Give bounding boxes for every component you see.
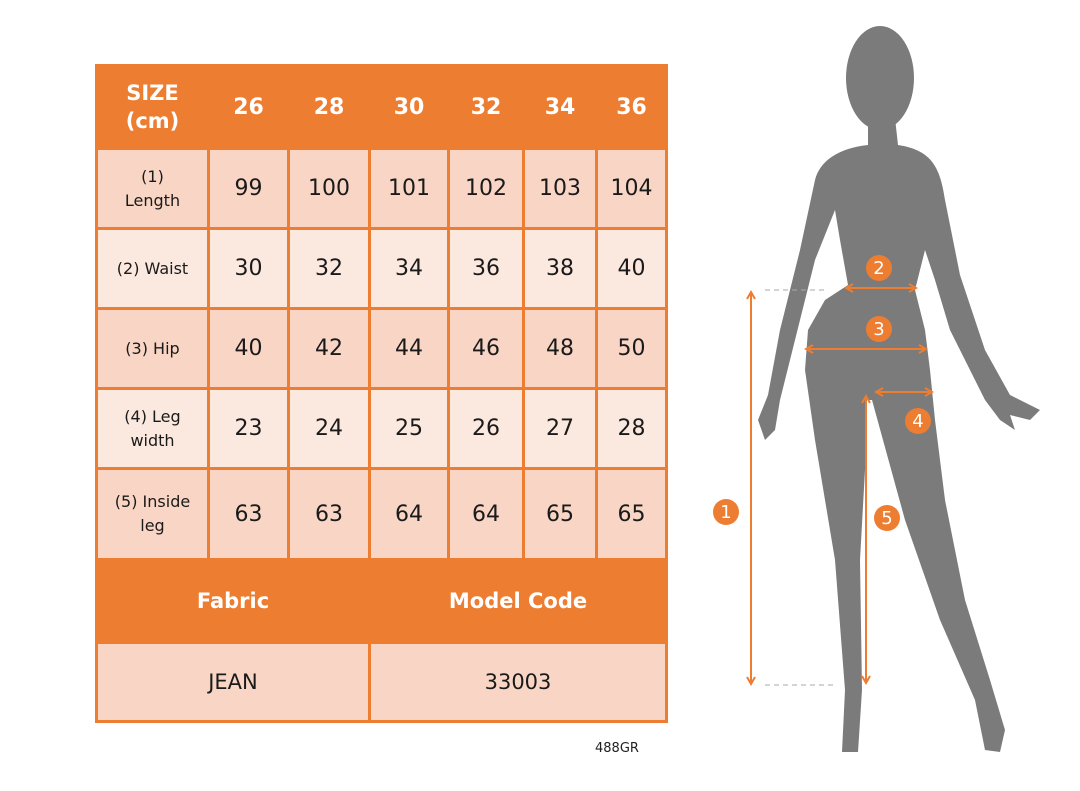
cell: 63 bbox=[207, 467, 290, 561]
cell: 63 bbox=[287, 467, 371, 561]
cell: 99 bbox=[207, 147, 290, 230]
cell: 64 bbox=[447, 467, 525, 561]
size-30: 30 bbox=[368, 64, 450, 150]
model-code-value: 33003 bbox=[368, 641, 668, 723]
size-34: 34 bbox=[522, 64, 598, 150]
cell: 65 bbox=[595, 467, 668, 561]
cell: 32 bbox=[287, 227, 371, 310]
body-silhouette bbox=[758, 26, 1040, 752]
size-header-label: SIZE (cm) bbox=[95, 64, 210, 150]
size-header-row: SIZE (cm) 26 28 30 32 34 36 bbox=[95, 64, 668, 150]
cell: 23 bbox=[207, 387, 290, 470]
size-28: 28 bbox=[287, 64, 371, 150]
svg-text:2: 2 bbox=[873, 258, 884, 279]
cell: 38 bbox=[522, 227, 598, 310]
fabric-value: JEAN bbox=[95, 641, 371, 723]
row-length: (1) Length 99 100 101 102 103 104 bbox=[95, 147, 668, 230]
cell: 50 bbox=[595, 307, 668, 390]
row-label: (4) Leg width bbox=[95, 387, 210, 470]
marker-3: 3 bbox=[866, 316, 892, 342]
cell: 28 bbox=[595, 387, 668, 470]
cell: 25 bbox=[368, 387, 450, 470]
label-line: (5) Inside bbox=[114, 492, 191, 511]
marker-2: 2 bbox=[866, 255, 892, 281]
row-label: (2) Waist bbox=[95, 227, 210, 310]
size-32: 32 bbox=[447, 64, 525, 150]
row-label: (1) Length bbox=[95, 147, 210, 230]
fabric-label: Fabric bbox=[95, 558, 371, 644]
row-leg-width: (4) Leg width 23 24 25 26 27 28 bbox=[95, 387, 668, 470]
cell: 40 bbox=[595, 227, 668, 310]
cell: 65 bbox=[522, 467, 598, 561]
cell: 30 bbox=[207, 227, 290, 310]
marker-5: 5 bbox=[874, 505, 900, 531]
row-inside-leg: (5) Inside leg 63 63 64 64 65 65 bbox=[95, 467, 668, 561]
svg-text:1: 1 bbox=[720, 502, 731, 523]
cell: 100 bbox=[287, 147, 371, 230]
label-line: (4) Leg bbox=[124, 406, 181, 426]
row-label: (5) Inside leg bbox=[95, 467, 210, 561]
marker-1: 1 bbox=[713, 499, 739, 525]
cell: 103 bbox=[522, 147, 598, 230]
label-line: width bbox=[130, 430, 175, 450]
svg-text:5: 5 bbox=[881, 508, 892, 529]
cell: 42 bbox=[287, 307, 371, 390]
footer-code: 488GR bbox=[595, 741, 639, 756]
cell: 34 bbox=[368, 227, 450, 310]
unit-label: (cm) bbox=[125, 109, 180, 133]
cell: 48 bbox=[522, 307, 598, 390]
product-header-row: Fabric Model Code bbox=[95, 558, 668, 644]
cell: 44 bbox=[368, 307, 450, 390]
product-value-row: JEAN 33003 bbox=[95, 641, 668, 723]
body bbox=[758, 118, 1040, 752]
row-waist: (2) Waist 30 32 34 36 38 40 bbox=[95, 227, 668, 310]
cell: 104 bbox=[595, 147, 668, 230]
label-line: Length bbox=[124, 190, 181, 210]
cell: 26 bbox=[447, 387, 525, 470]
model-code-label: Model Code bbox=[368, 558, 668, 644]
cell: 102 bbox=[447, 147, 525, 230]
svg-text:4: 4 bbox=[912, 411, 923, 432]
svg-text:3: 3 bbox=[873, 319, 884, 340]
cell: 46 bbox=[447, 307, 525, 390]
cell: 24 bbox=[287, 387, 371, 470]
size-label: SIZE bbox=[126, 81, 179, 105]
head bbox=[846, 26, 914, 130]
cell: 40 bbox=[207, 307, 290, 390]
marker-4: 4 bbox=[905, 408, 931, 434]
row-label: (3) Hip bbox=[95, 307, 210, 390]
label-line: (1) bbox=[141, 166, 164, 186]
size-26: 26 bbox=[207, 64, 290, 150]
cell: 101 bbox=[368, 147, 450, 230]
row-hip: (3) Hip 40 42 44 46 48 50 bbox=[95, 307, 668, 390]
size-chart-table: SIZE (cm) 26 28 30 32 34 36 (1) Length 99 … bbox=[95, 64, 668, 723]
cell: 27 bbox=[522, 387, 598, 470]
size-36: 36 bbox=[595, 64, 668, 150]
label-line: leg bbox=[140, 516, 165, 535]
cell: 36 bbox=[447, 227, 525, 310]
cell: 64 bbox=[368, 467, 450, 561]
